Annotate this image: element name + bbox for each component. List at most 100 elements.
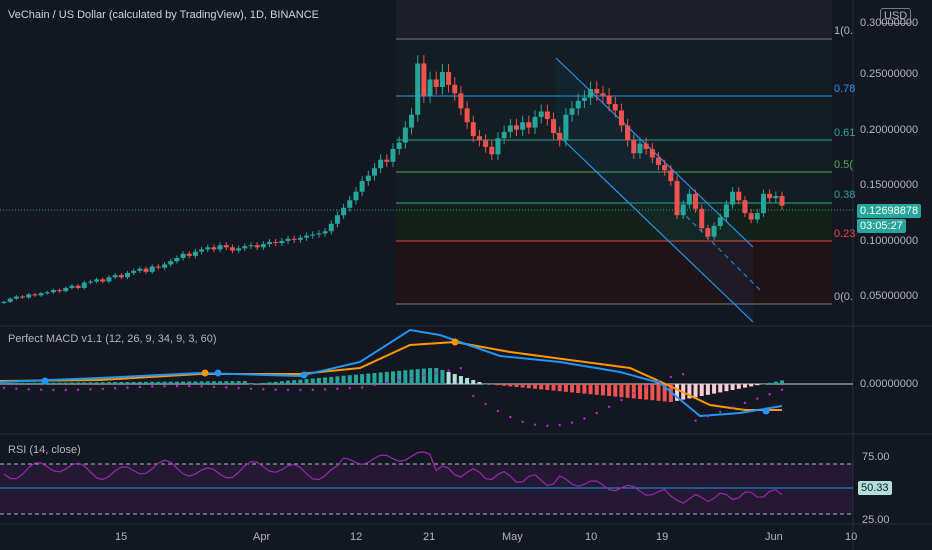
candle-body [513, 125, 519, 130]
macd-dot [89, 388, 92, 391]
macd-histogram-bar [650, 384, 655, 401]
macd-histogram-bar [551, 384, 556, 391]
candle-body [69, 285, 75, 288]
channel-midline [679, 209, 761, 291]
macd-dot [533, 423, 537, 426]
time-tick: 10 [845, 531, 858, 543]
macd-histogram-bar [440, 370, 445, 384]
candle-body [674, 181, 680, 216]
candle-body [211, 247, 217, 250]
macd-histogram-bar [471, 380, 476, 384]
macd-histogram-bar [576, 384, 581, 393]
currency-button[interactable]: USD [880, 8, 912, 24]
candle-body [260, 244, 266, 248]
macd-histogram-bar [279, 381, 284, 384]
rsi-value-tag: 50.33 [858, 481, 892, 495]
macd-histogram-bar [397, 370, 402, 384]
price-tick: 0.20000000 [860, 124, 919, 136]
candle-body [520, 122, 526, 130]
macd-dot [188, 384, 191, 388]
candle-body [63, 287, 69, 292]
macd-histogram-bar [600, 384, 605, 396]
candle-body [310, 234, 316, 236]
price-tick: 0.05000000 [860, 290, 919, 302]
fib-label: 0.38 [834, 189, 856, 201]
candle-body [656, 157, 662, 165]
macd-histogram-bar [514, 384, 519, 387]
macd-histogram-bar [69, 382, 74, 384]
candle-body [736, 191, 742, 201]
macd-histogram-bar [20, 382, 25, 384]
macd-histogram-bar [452, 374, 457, 384]
macd-histogram-bar [520, 384, 525, 388]
candle-body [569, 108, 575, 115]
macd-histogram-bar [193, 381, 198, 384]
macd-histogram-bar [304, 379, 309, 384]
macd-histogram-bar [570, 384, 575, 393]
macd-histogram-bar [780, 380, 784, 384]
macd-histogram-bar [255, 383, 260, 384]
candle-body [409, 114, 415, 128]
candle-body [149, 266, 155, 272]
candle-body [600, 93, 606, 96]
macd-histogram-bar [298, 379, 303, 384]
macd-dot [570, 421, 574, 424]
macd-cross-marker [451, 338, 459, 346]
price-tick: 0.15000000 [860, 179, 919, 191]
time-tick: May [502, 531, 523, 543]
macd-histogram-bar [335, 376, 340, 384]
candle-body [699, 208, 705, 229]
candle-body [680, 204, 686, 216]
macd-dot [311, 388, 314, 391]
candle-body [38, 293, 44, 296]
macd-dot [200, 385, 203, 388]
macd-histogram-bar [273, 381, 278, 384]
macd-dot [2, 386, 6, 390]
candle-body [143, 268, 149, 272]
macd-histogram-bar [693, 384, 698, 398]
candle-body [50, 290, 56, 293]
macd-dot [323, 388, 327, 391]
macd-histogram-bar [82, 382, 87, 384]
macd-dot [756, 397, 759, 400]
candle-body [754, 213, 760, 220]
macd-histogram-bar [736, 384, 741, 389]
price-tick: 0.25000000 [860, 68, 919, 80]
candle-body [124, 272, 130, 278]
candle-body [254, 245, 260, 248]
rsi-upper-tick: 75.00 [862, 451, 890, 463]
candle-body [118, 275, 124, 278]
candle-body [507, 125, 513, 132]
time-tick: 15 [115, 531, 128, 543]
candle-body [75, 285, 81, 288]
fib-label: 0.61 [834, 127, 856, 139]
macd-dot [138, 385, 142, 389]
candle-body [760, 193, 766, 214]
macd-histogram-bar [656, 384, 661, 401]
candle-body [316, 233, 322, 235]
time-tick: Apr [253, 531, 271, 543]
macd-dot [780, 388, 784, 391]
macd-histogram-bar [539, 384, 544, 390]
candle-body [396, 142, 402, 149]
candle-body [723, 204, 729, 218]
channel-fill [556, 58, 753, 322]
macd-histogram-bar [131, 381, 136, 384]
candle-body [341, 207, 347, 216]
macd-histogram-bar [613, 384, 618, 397]
candle-body [427, 79, 433, 96]
macd-histogram-bar [261, 382, 266, 384]
candle-body [693, 193, 699, 209]
macd-dot [385, 381, 389, 384]
macd-histogram-bar [712, 384, 717, 394]
macd-dot [262, 388, 265, 391]
candle-body [32, 294, 38, 296]
macd-histogram-bar [446, 372, 451, 384]
candle-body [186, 253, 192, 256]
candle-body [100, 279, 106, 282]
macd-histogram-bar [211, 381, 216, 384]
macd-histogram-bar [557, 384, 562, 392]
fib-label: 0.78 [834, 83, 856, 95]
candle-body [279, 240, 285, 244]
